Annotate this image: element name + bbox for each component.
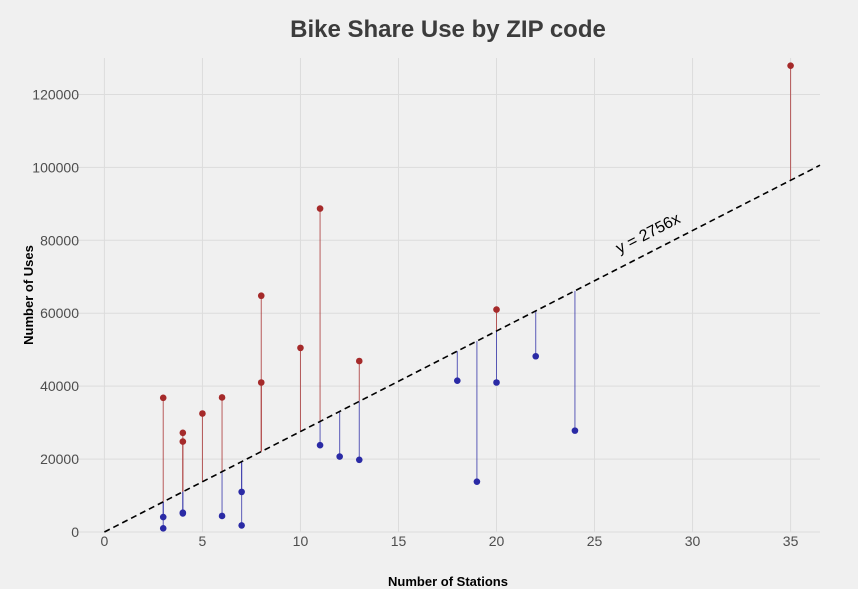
x-tick-label: 5 <box>199 533 207 549</box>
y-tick-label: 120000 <box>32 86 79 102</box>
grid <box>75 58 820 533</box>
data-point <box>179 429 187 437</box>
data-point <box>454 377 461 384</box>
data-point <box>336 453 343 460</box>
data-point <box>316 441 324 449</box>
tick-labels: 0 5 10 15 20 25 30 35 0 20000 40000 60000 80000 10000… <box>32 86 798 549</box>
x-tick-label: 15 <box>391 533 407 549</box>
data-point <box>493 306 500 313</box>
data-point <box>571 427 579 434</box>
data-point <box>159 394 167 402</box>
data-point <box>199 410 206 417</box>
data-point <box>297 344 304 352</box>
y-tick-label: 20000 <box>40 451 79 467</box>
data-point <box>238 522 245 529</box>
data-point <box>473 478 481 485</box>
x-tick-label: 35 <box>783 533 799 549</box>
x-tick-label: 20 <box>489 533 505 549</box>
x-tick-label: 10 <box>293 533 309 549</box>
y-tick-label: 100000 <box>32 159 79 175</box>
data-points <box>159 62 794 532</box>
data-point <box>218 512 226 520</box>
data-point <box>316 205 324 212</box>
data-point <box>238 488 245 496</box>
y-axis-label: Number of Uses <box>21 245 36 345</box>
data-point <box>179 438 187 445</box>
data-point <box>355 456 363 464</box>
y-tick-label: 80000 <box>40 232 79 248</box>
data-point <box>493 379 500 386</box>
data-point <box>355 357 363 365</box>
residual-segments <box>162 65 792 529</box>
y-tick-label: 60000 <box>40 305 79 321</box>
data-point <box>159 513 167 521</box>
x-axis-label: Number of Stations <box>388 574 508 589</box>
data-point <box>257 379 265 386</box>
data-point <box>532 352 540 360</box>
data-point <box>257 292 265 300</box>
chart-title: Bike Share Use by ZIP code <box>290 16 606 43</box>
y-tick-label: 40000 <box>40 378 79 394</box>
data-point <box>179 510 187 517</box>
data-point <box>159 525 167 532</box>
x-tick-label: 0 <box>101 533 109 549</box>
y-tick-label: 0 <box>71 524 79 540</box>
data-point <box>787 62 794 69</box>
trend-line <box>104 164 821 533</box>
x-tick-label: 25 <box>587 533 603 549</box>
x-tick-label: 30 <box>685 533 701 549</box>
data-point <box>218 394 226 401</box>
